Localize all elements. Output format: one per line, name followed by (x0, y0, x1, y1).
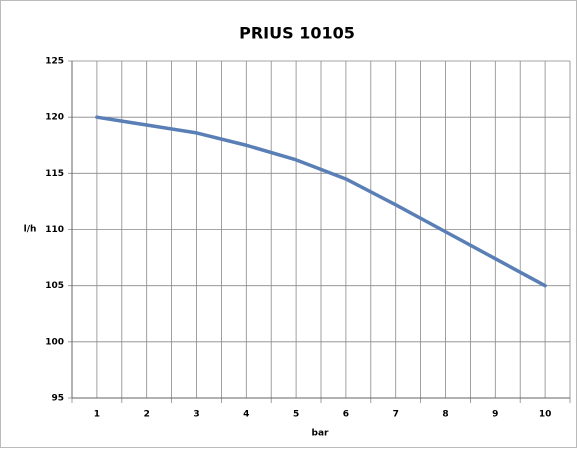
x-tick-label: 2 (144, 410, 150, 420)
data-line (95, 115, 547, 288)
x-tick-label: 3 (193, 410, 199, 420)
y-tick-label: 105 (45, 281, 64, 291)
x-tick-label: 4 (243, 410, 249, 420)
x-tick-label: 5 (293, 410, 299, 420)
y-tick-label: 95 (51, 394, 64, 404)
x-tick-label: 1 (94, 410, 100, 420)
chart-title: PRIUS 10105 (239, 24, 355, 43)
y-axis-label: l/h (24, 225, 37, 235)
x-tick-label: 9 (492, 410, 498, 420)
x-tick-label: 6 (343, 410, 349, 420)
y-tick-label: 100 (45, 337, 64, 347)
x-tick-label: 7 (393, 410, 399, 420)
x-tick-label: 10 (539, 410, 552, 420)
y-tick-label: 110 (45, 225, 64, 235)
x-tick-label: 8 (442, 410, 448, 420)
y-tick-label: 115 (45, 169, 64, 179)
y-tick-label: 125 (45, 57, 64, 67)
x-axis-label: bar (312, 429, 330, 439)
y-tick-label: 120 (45, 113, 64, 123)
